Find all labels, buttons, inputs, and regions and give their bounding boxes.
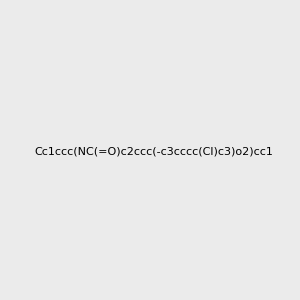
Text: Cc1ccc(NC(=O)c2ccc(-c3cccc(Cl)c3)o2)cc1: Cc1ccc(NC(=O)c2ccc(-c3cccc(Cl)c3)o2)cc1 <box>34 146 273 157</box>
